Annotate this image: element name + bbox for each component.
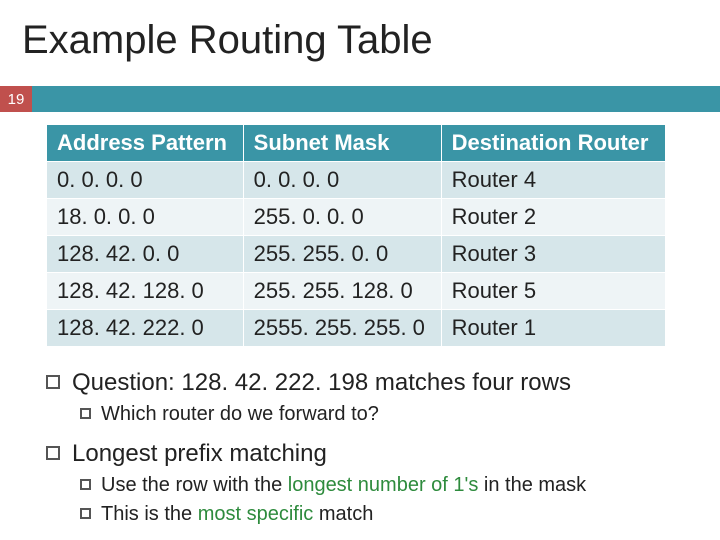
- bullet-lvl2: Use the row with the longest number of 1…: [80, 474, 686, 497]
- table-row: 0. 0. 0. 0 0. 0. 0. 0 Router 4: [47, 162, 666, 199]
- text-span: Use the row with the: [101, 474, 288, 496]
- table-row: 128. 42. 222. 0 2555. 255. 255. 0 Router…: [47, 310, 666, 347]
- text-span: match: [313, 503, 373, 525]
- highlight-text: most specific: [198, 503, 314, 525]
- text-span: in the mask: [478, 474, 586, 496]
- bullet-text: This is the most specific match: [101, 503, 373, 526]
- bullet-box-icon: [46, 375, 60, 389]
- bullet-lvl1: Question: 128. 42. 222. 198 matches four…: [46, 369, 686, 397]
- highlight-text: longest number of 1's: [288, 474, 479, 496]
- cell: 2555. 255. 255. 0: [243, 310, 441, 347]
- bullet-box-icon: [80, 408, 91, 419]
- cell: 255. 0. 0. 0: [243, 199, 441, 236]
- cell: Router 5: [441, 273, 665, 310]
- table-row: 128. 42. 0. 0 255. 255. 0. 0 Router 3: [47, 236, 666, 273]
- content-area: Address Pattern Subnet Mask Destination …: [46, 124, 686, 532]
- cell: 128. 42. 222. 0: [47, 310, 244, 347]
- bullet-box-icon: [80, 479, 91, 490]
- slide-title: Example Routing Table: [0, 0, 720, 63]
- table-row: 18. 0. 0. 0 255. 0. 0. 0 Router 2: [47, 199, 666, 236]
- bullet-text: Question: 128. 42. 222. 198 matches four…: [72, 369, 571, 397]
- table-row: 128. 42. 128. 0 255. 255. 128. 0 Router …: [47, 273, 666, 310]
- bullet-lvl2: This is the most specific match: [80, 503, 686, 526]
- cell: Router 1: [441, 310, 665, 347]
- bullet-box-icon: [46, 446, 60, 460]
- page-number-box: 19: [0, 86, 32, 112]
- cell: 255. 255. 128. 0: [243, 273, 441, 310]
- cell: Router 3: [441, 236, 665, 273]
- bullet-text: Longest prefix matching: [72, 440, 327, 468]
- cell: 0. 0. 0. 0: [47, 162, 244, 199]
- text-span: This is the: [101, 503, 198, 525]
- bullet-list: Question: 128. 42. 222. 198 matches four…: [46, 369, 686, 526]
- cell: 18. 0. 0. 0: [47, 199, 244, 236]
- bullet-box-icon: [80, 508, 91, 519]
- bullet-text: Use the row with the longest number of 1…: [101, 474, 586, 497]
- cell: 255. 255. 0. 0: [243, 236, 441, 273]
- cell: Router 2: [441, 199, 665, 236]
- col-header: Destination Router: [441, 125, 665, 162]
- cell: 128. 42. 128. 0: [47, 273, 244, 310]
- col-header: Subnet Mask: [243, 125, 441, 162]
- routing-table: Address Pattern Subnet Mask Destination …: [46, 124, 666, 347]
- bullet-lvl1: Longest prefix matching: [46, 440, 686, 468]
- cell: 0. 0. 0. 0: [243, 162, 441, 199]
- cell: Router 4: [441, 162, 665, 199]
- cell: 128. 42. 0. 0: [47, 236, 244, 273]
- bullet-lvl2: Which router do we forward to?: [80, 403, 686, 426]
- col-header: Address Pattern: [47, 125, 244, 162]
- title-band: [0, 86, 720, 112]
- bullet-text: Which router do we forward to?: [101, 403, 379, 426]
